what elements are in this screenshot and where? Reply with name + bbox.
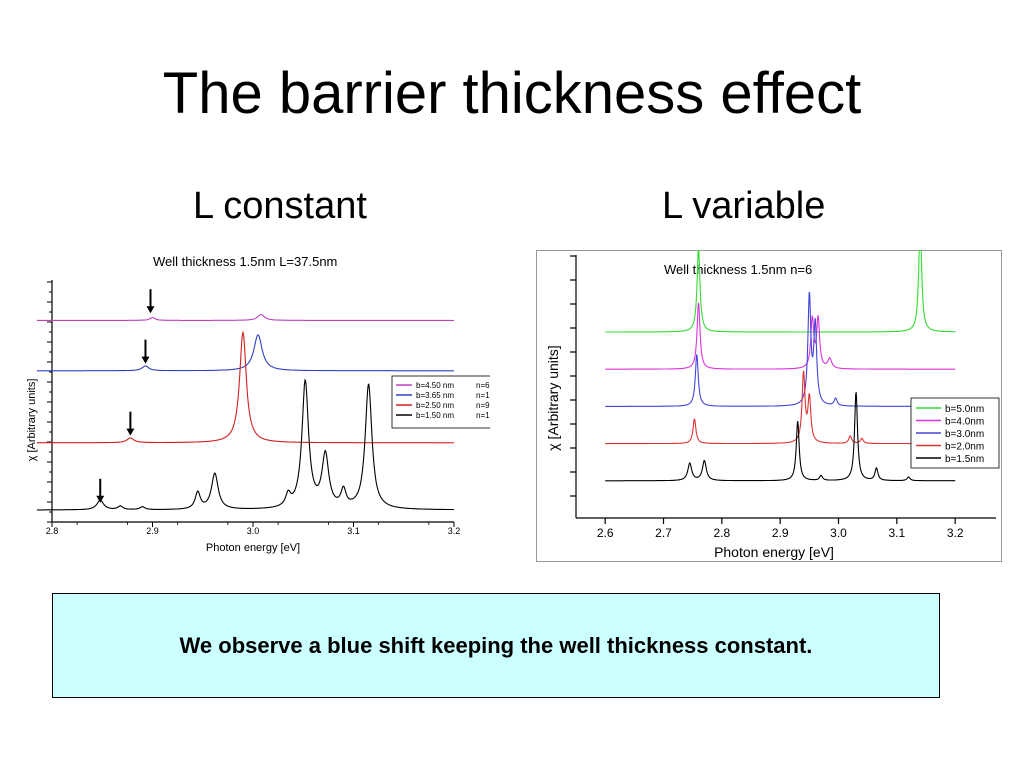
- series-line-0: [36, 313, 454, 321]
- legend-n-label: n=6: [476, 381, 490, 390]
- x-tick-label: 2.8: [713, 526, 730, 540]
- left-chart-heading: L constant: [193, 185, 367, 227]
- peak-arrow-head: [146, 306, 155, 314]
- x-tick-label: 3.2: [448, 526, 461, 536]
- x-axis-label: Photon energy [eV]: [714, 544, 834, 560]
- peak-arrow-head: [126, 428, 135, 436]
- legend-label: b=4.0nm: [945, 417, 984, 428]
- chart-title: Well thickness 1.5nm n=6: [664, 262, 812, 277]
- x-tick-label: 2.6: [597, 526, 614, 540]
- chart-l-constant: Well thickness 1.5nm L=37.5nm 2.8 2.9 3.0 3.…: [26, 254, 490, 554]
- legend-label: b=4.50 nm: [416, 381, 454, 390]
- legend-label: b=2.0nm: [945, 442, 984, 453]
- series-line-3: [36, 378, 454, 511]
- series-line-2: [36, 330, 454, 444]
- series-line-4: [605, 392, 956, 482]
- legend-n-label: n=12: [476, 391, 490, 400]
- x-tick-label: 3.2: [947, 526, 964, 540]
- x-tick-label: 2.9: [146, 526, 159, 536]
- series-line-2: [605, 291, 956, 407]
- y-axis-label: χ [Arbitrary units]: [26, 379, 38, 462]
- x-tick-label: 2.7: [655, 526, 672, 540]
- series-line-3: [605, 370, 956, 445]
- peak-arrow-head: [96, 495, 105, 503]
- chart-title: Well thickness 1.5nm L=37.5nm: [153, 254, 337, 269]
- series-line-0: [605, 250, 956, 333]
- legend-label: b=3.0nm: [945, 429, 984, 440]
- x-tick-label: 3.0: [247, 526, 260, 536]
- slide-title: The barrier thickness effect: [162, 61, 862, 126]
- y-axis-label: χ [Arbitrary units]: [545, 345, 561, 450]
- x-tick-label: 3.1: [347, 526, 360, 536]
- x-tick-label: 3.0: [830, 526, 847, 540]
- legend-label: b=5.0nm: [945, 404, 984, 415]
- x-tick-label: 2.8: [46, 526, 59, 536]
- conclusion-text: We observe a blue shift keeping the well…: [179, 632, 813, 658]
- x-tick-label: 2.9: [772, 526, 789, 540]
- legend-n-label: n=12: [476, 411, 490, 420]
- legend-label: b=1.5nm: [945, 454, 984, 465]
- chart-l-variable: Well thickness 1.5nm n=6 2.6 2.7 2.8 2.9 3.0 3…: [536, 250, 1002, 562]
- x-axis-label: Photon energy [eV]: [206, 542, 300, 554]
- x-tick-label: 3.1: [888, 526, 905, 540]
- peak-arrow-head: [141, 356, 150, 364]
- legend-label: b=1.50 nm: [416, 411, 454, 420]
- legend-label: b=2.50 nm: [416, 401, 454, 410]
- legend-n-label: n=9: [476, 401, 490, 410]
- right-chart-heading: L variable: [662, 185, 826, 227]
- legend-label: b=3.65 nm: [416, 391, 454, 400]
- conclusion-box: We observe a blue shift keeping the well…: [52, 593, 940, 698]
- series-line-1: [605, 302, 956, 370]
